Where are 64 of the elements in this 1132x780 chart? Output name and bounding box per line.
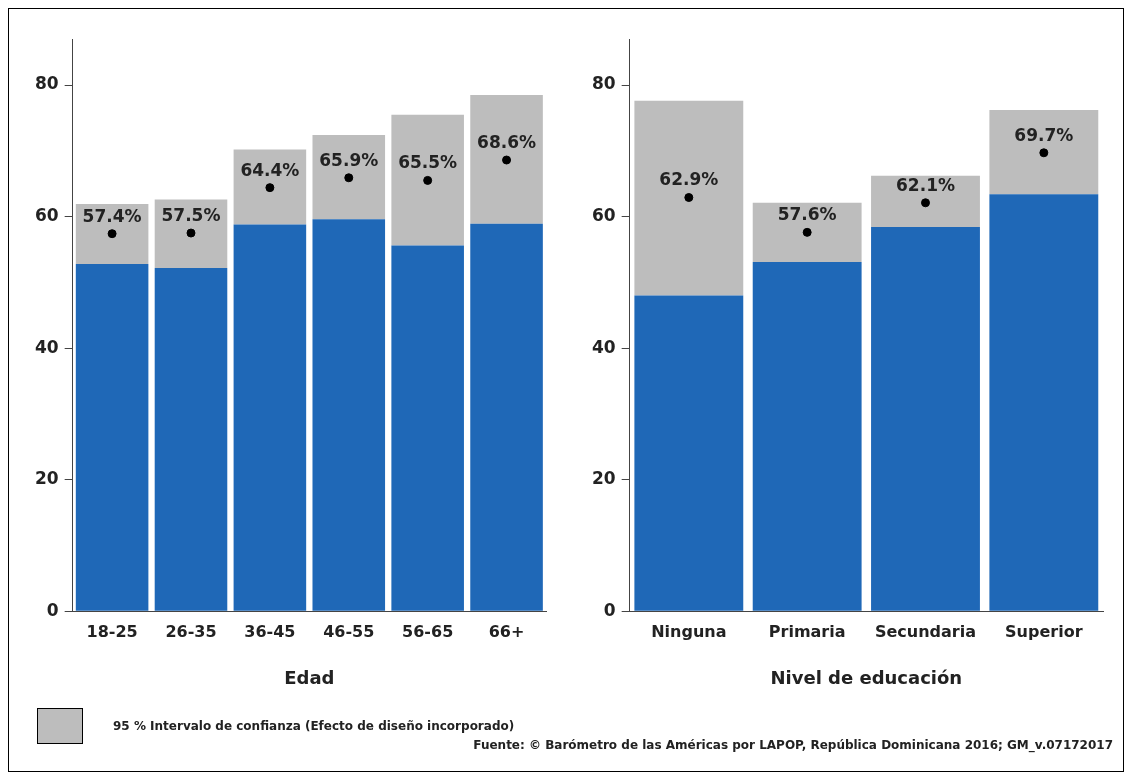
bar [233, 224, 307, 611]
bar [233, 149, 307, 225]
bar [470, 223, 543, 611]
y-tick-label: 0 [46, 599, 59, 620]
data-label: 68.6% [477, 131, 537, 152]
data-label: 69.7% [1014, 124, 1074, 145]
bar [391, 114, 464, 246]
data-label: 65.5% [398, 152, 458, 173]
bar [75, 204, 149, 264]
point [423, 175, 433, 185]
x-tick-label: 46-55 [323, 621, 375, 641]
y-tick-label: 80 [591, 73, 616, 94]
x-tick-label: Ninguna [651, 621, 727, 641]
bar [154, 199, 228, 268]
bar [470, 94, 543, 224]
y-tick-label: 80 [34, 73, 59, 94]
x-tick-label: 36-45 [244, 621, 296, 641]
data-label: 57.5% [161, 204, 221, 225]
bar [989, 110, 1099, 195]
y-tick-label: 60 [34, 205, 59, 225]
y-tick-label: 20 [34, 468, 59, 489]
x-tick-label: 18-25 [86, 621, 138, 641]
point [921, 198, 930, 208]
bar [989, 194, 1099, 611]
x-axis-title: Edad [284, 666, 335, 688]
text: 95 % Intervalo de confianza (Efecto de diseño incorporado) [113, 719, 515, 733]
bar [312, 135, 386, 220]
x-tick-label: 26-35 [165, 621, 217, 641]
source-note: Fuente: © Barómetro de las Américas por LAPOP, República Dominicana 2016; GM_v.07172017 [473, 738, 1113, 752]
data-label: 64.4% [240, 159, 300, 180]
bar [391, 245, 464, 611]
bar [871, 227, 980, 611]
point [107, 229, 117, 239]
x-tick-label: Primaria [768, 621, 846, 641]
point [1039, 148, 1049, 158]
bar [634, 295, 744, 611]
bar [312, 219, 386, 611]
x-axis-title: Nivel de educación [770, 666, 963, 688]
point [344, 173, 354, 183]
x-tick-label: Superior [1005, 621, 1083, 641]
point [684, 193, 694, 203]
y-tick-label: 60 [591, 205, 616, 225]
data-label: 65.9% [319, 149, 379, 170]
x-tick-label: Secundaria [874, 621, 977, 641]
point [265, 183, 275, 193]
y-tick-label: 0 [603, 599, 616, 620]
bar [75, 263, 149, 611]
bar [752, 202, 862, 262]
x-tick-label: 66+ [488, 621, 525, 641]
y-tick-label: 40 [591, 336, 616, 357]
data-label: 57.6% [777, 204, 837, 225]
point [802, 227, 812, 237]
x-tick-label: 56-65 [402, 621, 454, 641]
bar [752, 261, 862, 611]
point [502, 155, 512, 165]
bar [634, 100, 744, 296]
data-label: 57.4% [82, 205, 142, 226]
bar [154, 267, 228, 611]
bar [871, 175, 980, 228]
y-tick-label: 20 [591, 468, 616, 489]
y-tick-label: 40 [34, 336, 59, 357]
data-label: 62.1% [896, 174, 955, 195]
point [186, 228, 196, 238]
data-label: 62.9% [659, 169, 719, 190]
